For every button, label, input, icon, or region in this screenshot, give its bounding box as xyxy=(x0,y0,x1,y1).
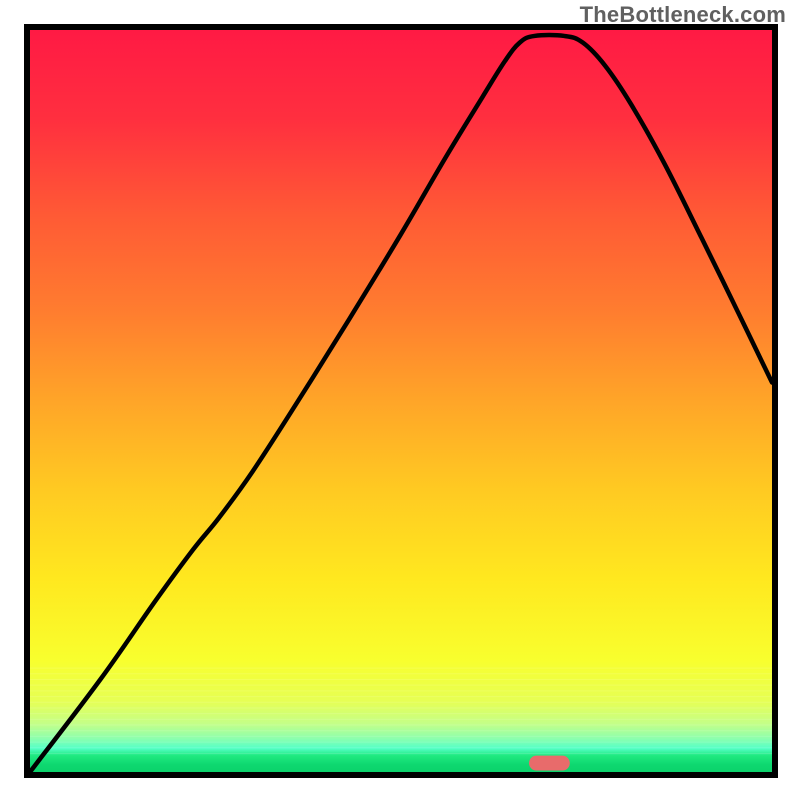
plot-area xyxy=(30,30,772,772)
optimum-marker xyxy=(529,756,570,771)
gradient-fill xyxy=(30,30,772,772)
bottleneck-chart xyxy=(0,0,800,800)
chart-stage: TheBottleneck.com xyxy=(0,0,800,800)
